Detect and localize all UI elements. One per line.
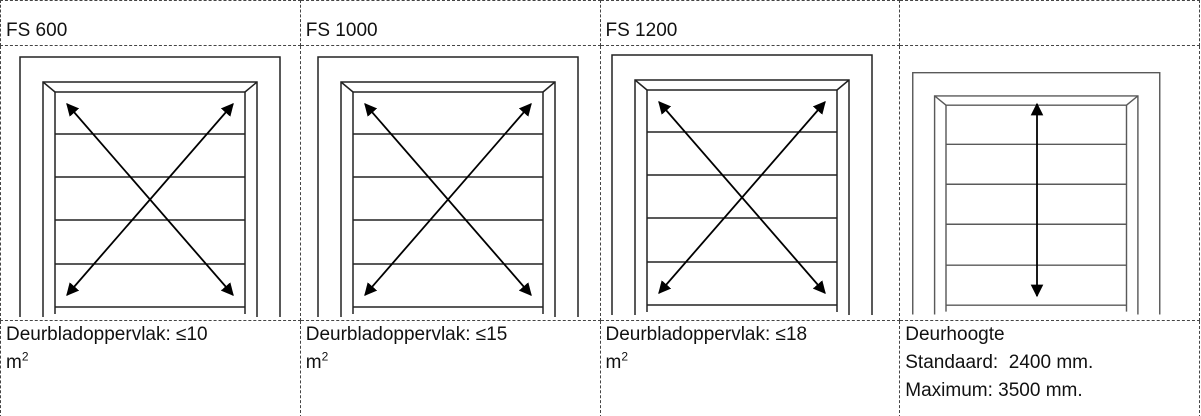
caption-cell: Deurbladoppervlak: ≤10 m2: [0, 320, 301, 416]
unit-exponent: 2: [21, 349, 29, 364]
unit-exponent: 2: [621, 349, 629, 364]
image-cell: [899, 45, 1200, 321]
unit: m: [6, 352, 22, 373]
unit: m: [305, 352, 322, 373]
door-drawing: [19, 56, 281, 318]
unit-exponent: 2: [321, 349, 329, 364]
image-cell: [599, 45, 901, 321]
image-cell: [0, 45, 301, 321]
height-title: Deurhoogte: [905, 324, 1005, 345]
header-cell: FS 600: [0, 0, 301, 46]
image-cell: [299, 45, 601, 321]
header-cell: [899, 0, 1200, 46]
caption: Deurbladoppervlak: ≤15: [305, 324, 508, 345]
height-standard: Standaard: 2400 mm.: [905, 352, 1094, 373]
door-drawing: [912, 71, 1161, 316]
caption-cell: Deurhoogte Standaard: 2400 mm. Maximum: …: [899, 320, 1200, 416]
door-drawing: [610, 54, 873, 316]
header-cell: FS 1000: [299, 0, 601, 46]
unit: m: [605, 352, 622, 373]
caption: Deurbladoppervlak: ≤10: [6, 324, 208, 345]
caption-cell: Deurbladoppervlak: ≤15 m2: [299, 320, 601, 416]
header-cell: FS 1200: [599, 0, 901, 46]
caption: Deurbladoppervlak: ≤18: [605, 324, 808, 345]
caption-cell: Deurbladoppervlak: ≤18 m2: [599, 320, 901, 416]
door-drawing: [317, 56, 579, 318]
height-maximum: Maximum: 3500 mm.: [905, 380, 1083, 401]
